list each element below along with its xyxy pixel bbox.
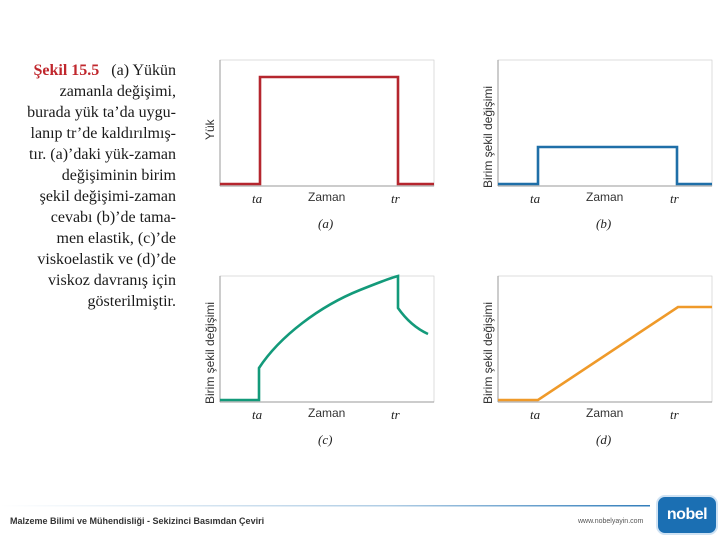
panel-a: Yük ta Zaman tr (a) [200,59,440,240]
panel-b-ta-tick: ta [530,191,541,206]
panel-a-ylabel: Yük [203,118,217,140]
panel-b-strain-curve [498,145,712,186]
caption-lines: zamanla değişimi, burada yük ta’da uygu-… [4,81,176,312]
panel-a-plot: Yük ta Zaman tr (a) [203,59,435,231]
panel-d-xlabel: Zaman [586,406,623,420]
footer-gradient-line [0,505,650,507]
panel-a-ta-tick: ta [252,191,263,206]
publisher-logo[interactable]: nobel [656,495,718,535]
panel-c-xlabel: Zaman [308,406,345,420]
panel-c-frame [219,275,435,403]
caption-line: tır. (a)’daki yük-zaman [28,146,176,163]
panel-d-label: (d) [596,432,611,447]
panel-a-load-curve [220,75,434,186]
panel-c-label: (c) [318,432,332,447]
caption-line: burada yük ta’da uygu- [27,104,176,121]
panel-c-plot: Birim şekil değişimi ta Zaman tr (c) [203,274,435,447]
panel-d-strain-curve [498,305,712,402]
caption-line: men elastik, (c)’de [56,230,177,247]
logo-text: nobel [666,506,708,523]
panel-b: Birim şekil değişimi ta Zaman tr (b) [478,59,718,240]
panel-b-tr-tick: tr [670,191,680,206]
panel-b-frame [497,59,713,187]
caption-first-line: (a) Yükün [111,62,176,79]
publisher-url[interactable]: www.nobelyayin.com [578,518,644,525]
figure-label: Şekil 15.5 [33,62,100,79]
panel-a-tr-tick: tr [391,191,401,206]
panel-a-xlabel: Zaman [308,190,345,204]
caption-line: şekil değişimi-zaman [39,188,176,205]
panel-c: Birim şekil değişimi ta Zaman tr (c) [200,274,440,456]
caption-line: zamanla değişimi, [59,83,176,100]
figure-caption: Şekil 15.5 (a) Yükün zamanla değişimi, b… [4,60,176,312]
footer-bar [0,505,720,540]
panel-c-ta-tick: ta [252,407,263,422]
panel-d-ta-tick: ta [530,407,541,422]
panel-c-ylabel: Birim şekil değişimi [203,302,217,404]
book-title: Malzeme Bilimi ve Mühendisliği - Sekizin… [10,516,265,526]
panel-d: Birim şekil değişimi ta Zaman tr (d) [478,275,718,456]
caption-line: değişiminin birim [61,167,176,184]
panel-c-strain-curve [220,274,429,402]
panel-c-tr-tick: tr [391,407,401,422]
panel-d-frame [497,275,713,403]
caption-line: lanıp tr’de kaldırılmış- [30,125,176,142]
panel-a-label: (a) [318,216,333,231]
panel-b-xlabel: Zaman [586,190,623,204]
panel-d-plot: Birim şekil değişimi ta Zaman tr (d) [481,275,713,447]
panel-b-ylabel: Birim şekil değişimi [481,86,495,188]
caption-line: cevabı (b)’de tama- [50,209,176,226]
panel-d-ylabel: Birim şekil değişimi [481,302,495,404]
panel-a-frame [219,59,435,187]
caption-line: viskoz davranış için [48,272,176,289]
caption-line: gösterilmiştir. [87,293,176,310]
caption-line: viskoelastik ve (d)’de [37,251,176,268]
panel-b-label: (b) [596,216,611,231]
panel-d-tr-tick: tr [670,407,680,422]
panel-b-plot: Birim şekil değişimi ta Zaman tr (b) [481,59,713,231]
